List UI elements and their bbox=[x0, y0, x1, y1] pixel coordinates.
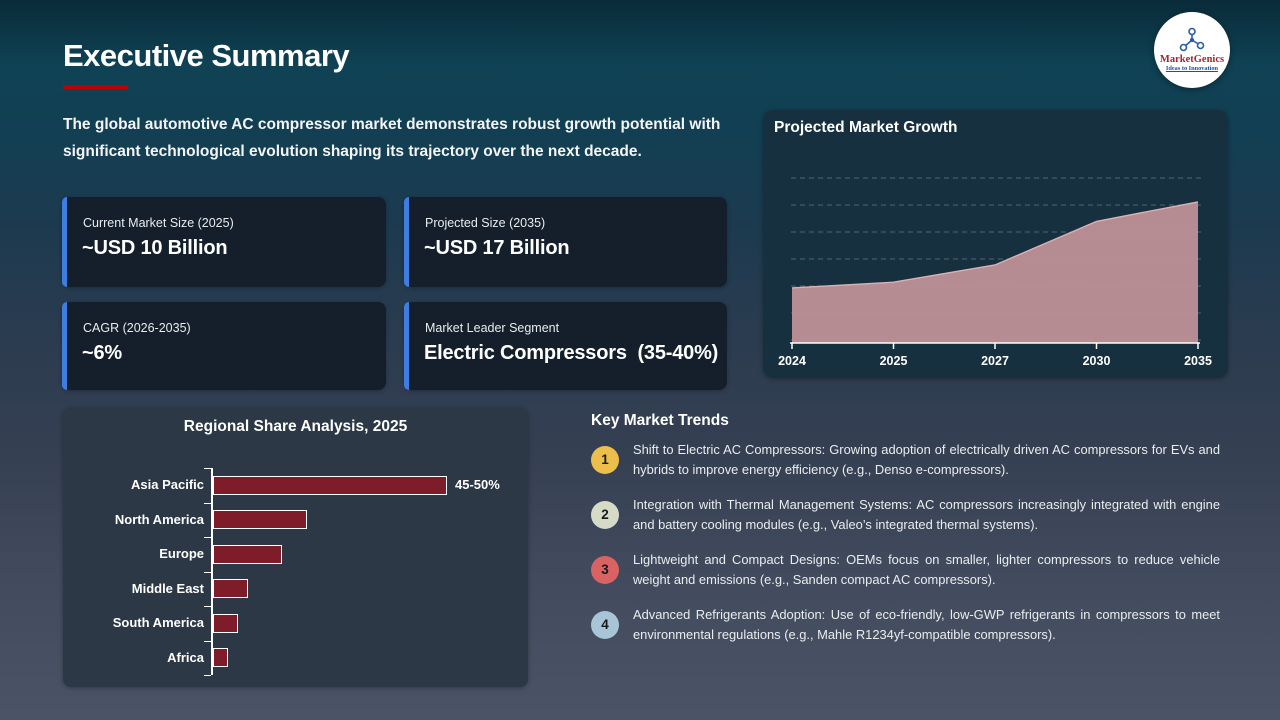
svg-text:2024: 2024 bbox=[778, 354, 806, 368]
bar bbox=[213, 579, 248, 599]
stat-card-current-market-size: Current Market Size (2025) ~USD 10 Billi… bbox=[62, 197, 386, 287]
bar bbox=[213, 475, 447, 495]
projected-market-growth-card: Projected Market Growth 2024 2025 2027 2030… bbox=[763, 110, 1228, 378]
svg-text:2030: 2030 bbox=[1083, 354, 1111, 368]
stat-label: Projected Size (2035) bbox=[425, 216, 546, 230]
svg-text:2027: 2027 bbox=[981, 354, 1009, 368]
bar-category-label: Africa bbox=[167, 649, 204, 665]
growth-area-chart: 2024 2025 2027 2030 2035 bbox=[778, 177, 1212, 368]
trend-text: Lightweight and Compact Designs: OEMs fo… bbox=[633, 552, 1220, 587]
molecule-icon bbox=[1179, 27, 1205, 52]
bar bbox=[213, 648, 228, 668]
svg-text:2025: 2025 bbox=[880, 354, 908, 368]
company-logo: MarketGenics Ideas to Innovation bbox=[1154, 12, 1230, 88]
trend-item: 3 Lightweight and Compact Designs: OEMs f… bbox=[591, 550, 1220, 589]
trend-text: Shift to Electric AC Compressors: Growin… bbox=[633, 442, 1220, 477]
trend-text: Advanced Refrigerants Adoption: Use of e… bbox=[633, 607, 1220, 642]
axis-tick bbox=[204, 675, 211, 677]
stat-label: CAGR (2026-2035) bbox=[83, 321, 191, 335]
bar bbox=[213, 544, 282, 564]
card-accent-bar bbox=[62, 197, 67, 287]
trend-text: Integration with Thermal Management Syst… bbox=[633, 497, 1220, 532]
axis-tick bbox=[204, 640, 211, 642]
axis-tick bbox=[204, 606, 211, 608]
stat-value: Electric Compressors (35-40%) bbox=[424, 342, 719, 364]
logo-tagline: Ideas to Innovation bbox=[1165, 65, 1219, 72]
trend-number-badge: 1 bbox=[591, 445, 619, 474]
page-title: Executive Summary bbox=[63, 38, 350, 73]
bar-category-label: Europe bbox=[159, 546, 204, 561]
stat-value: ~USD 17 Billion bbox=[424, 237, 570, 259]
bar bbox=[213, 510, 307, 530]
stat-value: ~USD 10 Billion bbox=[82, 237, 228, 259]
bar-data-label: 45-50% bbox=[455, 477, 500, 492]
card-accent-bar bbox=[62, 302, 67, 390]
regional-bar-chart: Asia Pacific 45-50% North America Europe Mid… bbox=[63, 408, 528, 687]
trend-number-badge: 3 bbox=[591, 555, 619, 584]
svg-text:2035: 2035 bbox=[1184, 354, 1212, 368]
trend-item: 4 Advanced Refrigerants Adoption: Use of … bbox=[591, 605, 1220, 644]
card-accent-bar bbox=[404, 197, 409, 287]
bar-category-label: South America bbox=[112, 615, 204, 630]
regional-y-axis bbox=[211, 468, 213, 675]
stat-card-market-leader-segment: Market Leader Segment Electric Compresso… bbox=[404, 302, 727, 390]
axis-tick bbox=[204, 502, 211, 504]
stat-value: ~6% bbox=[82, 342, 122, 364]
axis-tick bbox=[204, 571, 211, 573]
growth-chart-title: Projected Market Growth bbox=[774, 119, 958, 136]
bar-category-label: North America bbox=[114, 511, 204, 527]
stat-label: Market Leader Segment bbox=[425, 321, 560, 335]
regional-share-card: Regional Share Analysis, 2025 Asia Pacif… bbox=[63, 408, 528, 687]
stat-card-projected-size: Projected Size (2035) ~USD 17 Billion bbox=[404, 197, 727, 287]
stat-label: Current Market Size (2025) bbox=[83, 216, 234, 230]
trend-number-badge: 4 bbox=[591, 610, 619, 639]
card-accent-bar bbox=[404, 302, 409, 390]
axis-tick bbox=[204, 537, 211, 539]
regional-chart-title: Regional Share Analysis, 2025 bbox=[183, 418, 408, 435]
trend-item: 2 Integration with Thermal Management Sys… bbox=[591, 495, 1220, 534]
trend-item: 1 Shift to Electric AC Compressors: Growi… bbox=[591, 440, 1220, 479]
bar bbox=[213, 613, 238, 633]
trends-list: 1 Shift to Electric AC Compressors: Growi… bbox=[591, 440, 1220, 660]
intro-text: The global automotive AC compressor mark… bbox=[63, 116, 721, 160]
title-underline bbox=[63, 85, 128, 89]
bar-category-label: Asia Pacific bbox=[131, 477, 204, 492]
axis-tick bbox=[204, 468, 211, 470]
bar-category-label: Middle East bbox=[131, 580, 204, 596]
stat-card-cagr: CAGR (2026-2035) ~6% bbox=[62, 302, 386, 390]
trends-heading: Key Market Trends bbox=[591, 412, 729, 429]
logo-name: MarketGenics bbox=[1159, 54, 1225, 65]
trend-number-badge: 2 bbox=[591, 500, 619, 529]
